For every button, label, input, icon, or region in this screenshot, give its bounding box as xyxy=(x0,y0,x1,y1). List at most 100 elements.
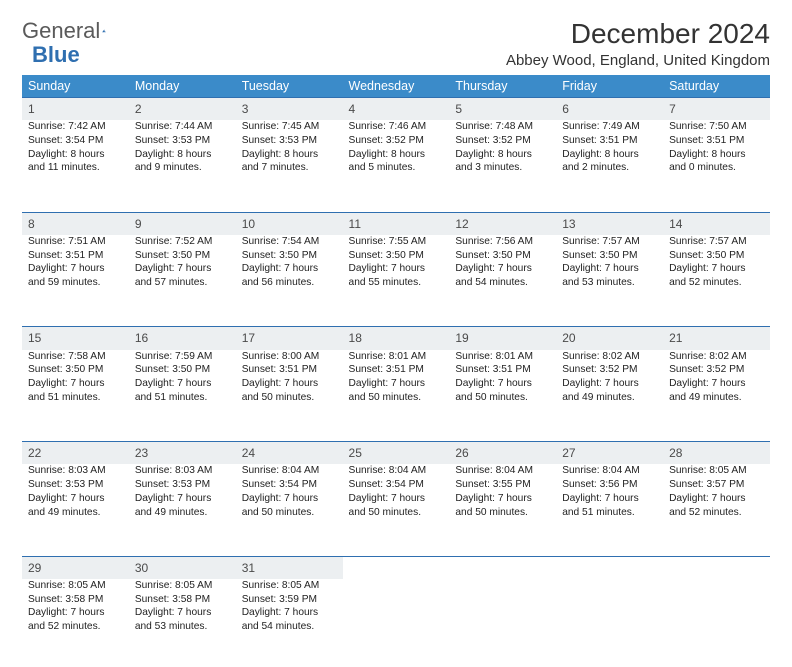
weekday-header: Tuesday xyxy=(236,75,343,98)
page-header: General December 2024 Abbey Wood, Englan… xyxy=(22,18,770,69)
day-number-cell: 25 xyxy=(343,442,450,465)
day-detail-cell: Sunrise: 7:54 AMSunset: 3:50 PMDaylight:… xyxy=(236,235,343,323)
sunrise-text: Sunrise: 7:58 AM xyxy=(28,350,123,364)
daylight-text: Daylight: 8 hours xyxy=(349,148,444,162)
sunrise-text: Sunrise: 8:01 AM xyxy=(349,350,444,364)
day-body-row: Sunrise: 8:03 AMSunset: 3:53 PMDaylight:… xyxy=(22,464,770,552)
day-detail-cell: Sunrise: 7:49 AMSunset: 3:51 PMDaylight:… xyxy=(556,120,663,208)
sunset-text: Sunset: 3:54 PM xyxy=(349,478,444,492)
daylight-text: Daylight: 7 hours xyxy=(28,606,123,620)
day-detail-cell: Sunrise: 8:05 AMSunset: 3:58 PMDaylight:… xyxy=(129,579,236,667)
day-number-cell: 11 xyxy=(343,212,450,235)
day-number-cell: 22 xyxy=(22,442,129,465)
day-number-cell: 3 xyxy=(236,98,343,121)
day-detail-cell: Sunrise: 8:04 AMSunset: 3:54 PMDaylight:… xyxy=(236,464,343,552)
daylight-text: Daylight: 8 hours xyxy=(669,148,764,162)
daylight-text: and 3 minutes. xyxy=(455,161,550,175)
day-number-cell: 27 xyxy=(556,442,663,465)
daylight-text: and 50 minutes. xyxy=(455,506,550,520)
day-detail-cell: Sunrise: 7:59 AMSunset: 3:50 PMDaylight:… xyxy=(129,350,236,438)
day-detail-cell: Sunrise: 7:52 AMSunset: 3:50 PMDaylight:… xyxy=(129,235,236,323)
sunset-text: Sunset: 3:50 PM xyxy=(242,249,337,263)
daylight-text: Daylight: 7 hours xyxy=(28,262,123,276)
day-number-cell: 21 xyxy=(663,327,770,350)
day-detail-cell: Sunrise: 8:04 AMSunset: 3:56 PMDaylight:… xyxy=(556,464,663,552)
brand-part2-wrap: Blue xyxy=(32,42,80,68)
sunrise-text: Sunrise: 8:03 AM xyxy=(135,464,230,478)
daylight-text: Daylight: 7 hours xyxy=(349,262,444,276)
day-number-cell: 31 xyxy=(236,556,343,579)
daylight-text: and 2 minutes. xyxy=(562,161,657,175)
day-number-cell: 19 xyxy=(449,327,556,350)
sunrise-text: Sunrise: 8:03 AM xyxy=(28,464,123,478)
sunrise-text: Sunrise: 7:54 AM xyxy=(242,235,337,249)
daylight-text: and 55 minutes. xyxy=(349,276,444,290)
weekday-header: Saturday xyxy=(663,75,770,98)
day-detail-cell: Sunrise: 7:50 AMSunset: 3:51 PMDaylight:… xyxy=(663,120,770,208)
sunset-text: Sunset: 3:52 PM xyxy=(349,134,444,148)
sunset-text: Sunset: 3:52 PM xyxy=(455,134,550,148)
day-number-cell: 20 xyxy=(556,327,663,350)
daylight-text: Daylight: 7 hours xyxy=(349,492,444,506)
day-number-cell: 16 xyxy=(129,327,236,350)
sunset-text: Sunset: 3:56 PM xyxy=(562,478,657,492)
weekday-header: Sunday xyxy=(22,75,129,98)
daylight-text: and 49 minutes. xyxy=(28,506,123,520)
sunrise-text: Sunrise: 7:44 AM xyxy=(135,120,230,134)
daylight-text: and 49 minutes. xyxy=(669,391,764,405)
day-detail-cell: Sunrise: 7:51 AMSunset: 3:51 PMDaylight:… xyxy=(22,235,129,323)
daylight-text: Daylight: 8 hours xyxy=(28,148,123,162)
sunrise-text: Sunrise: 8:05 AM xyxy=(135,579,230,593)
sunset-text: Sunset: 3:58 PM xyxy=(28,593,123,607)
day-number-cell: 26 xyxy=(449,442,556,465)
day-number-cell: 5 xyxy=(449,98,556,121)
sunset-text: Sunset: 3:53 PM xyxy=(135,134,230,148)
weekday-header: Thursday xyxy=(449,75,556,98)
day-detail-cell: Sunrise: 7:46 AMSunset: 3:52 PMDaylight:… xyxy=(343,120,450,208)
sunrise-text: Sunrise: 8:04 AM xyxy=(562,464,657,478)
day-detail-cell: Sunrise: 8:05 AMSunset: 3:57 PMDaylight:… xyxy=(663,464,770,552)
sunrise-text: Sunrise: 8:05 AM xyxy=(669,464,764,478)
day-body-row: Sunrise: 7:58 AMSunset: 3:50 PMDaylight:… xyxy=(22,350,770,438)
sunset-text: Sunset: 3:50 PM xyxy=(28,363,123,377)
day-detail-cell: Sunrise: 7:42 AMSunset: 3:54 PMDaylight:… xyxy=(22,120,129,208)
daylight-text: Daylight: 7 hours xyxy=(669,377,764,391)
brand-logo: General xyxy=(22,18,124,44)
day-detail-cell: Sunrise: 8:01 AMSunset: 3:51 PMDaylight:… xyxy=(343,350,450,438)
sunset-text: Sunset: 3:54 PM xyxy=(242,478,337,492)
daylight-text: Daylight: 7 hours xyxy=(28,377,123,391)
daylight-text: and 9 minutes. xyxy=(135,161,230,175)
sunset-text: Sunset: 3:53 PM xyxy=(242,134,337,148)
daylight-text: and 54 minutes. xyxy=(242,620,337,634)
daylight-text: and 51 minutes. xyxy=(135,391,230,405)
brand-part2: Blue xyxy=(32,42,80,67)
day-detail-cell: Sunrise: 8:00 AMSunset: 3:51 PMDaylight:… xyxy=(236,350,343,438)
sunrise-text: Sunrise: 8:04 AM xyxy=(349,464,444,478)
day-detail-cell: Sunrise: 7:57 AMSunset: 3:50 PMDaylight:… xyxy=(663,235,770,323)
sunrise-text: Sunrise: 7:57 AM xyxy=(669,235,764,249)
daylight-text: and 50 minutes. xyxy=(349,506,444,520)
daylight-text: and 59 minutes. xyxy=(28,276,123,290)
daylight-text: Daylight: 8 hours xyxy=(562,148,657,162)
day-number-cell: 29 xyxy=(22,556,129,579)
location-subtitle: Abbey Wood, England, United Kingdom xyxy=(506,52,770,69)
daylight-text: and 52 minutes. xyxy=(669,276,764,290)
sunrise-text: Sunrise: 8:04 AM xyxy=(455,464,550,478)
day-detail-cell: Sunrise: 8:03 AMSunset: 3:53 PMDaylight:… xyxy=(22,464,129,552)
day-number-cell: 13 xyxy=(556,212,663,235)
sunset-text: Sunset: 3:54 PM xyxy=(28,134,123,148)
weekday-header: Monday xyxy=(129,75,236,98)
sunrise-text: Sunrise: 7:57 AM xyxy=(562,235,657,249)
weekday-header-row: Sunday Monday Tuesday Wednesday Thursday… xyxy=(22,75,770,98)
day-detail-cell: Sunrise: 7:44 AMSunset: 3:53 PMDaylight:… xyxy=(129,120,236,208)
day-number-cell: 4 xyxy=(343,98,450,121)
daylight-text: and 7 minutes. xyxy=(242,161,337,175)
sunrise-text: Sunrise: 8:02 AM xyxy=(562,350,657,364)
daylight-text: and 49 minutes. xyxy=(135,506,230,520)
day-detail-cell xyxy=(343,579,450,667)
daylight-text: Daylight: 7 hours xyxy=(455,377,550,391)
sunset-text: Sunset: 3:59 PM xyxy=(242,593,337,607)
daylight-text: and 50 minutes. xyxy=(349,391,444,405)
sunset-text: Sunset: 3:51 PM xyxy=(669,134,764,148)
calendar-table: Sunday Monday Tuesday Wednesday Thursday… xyxy=(22,75,770,667)
